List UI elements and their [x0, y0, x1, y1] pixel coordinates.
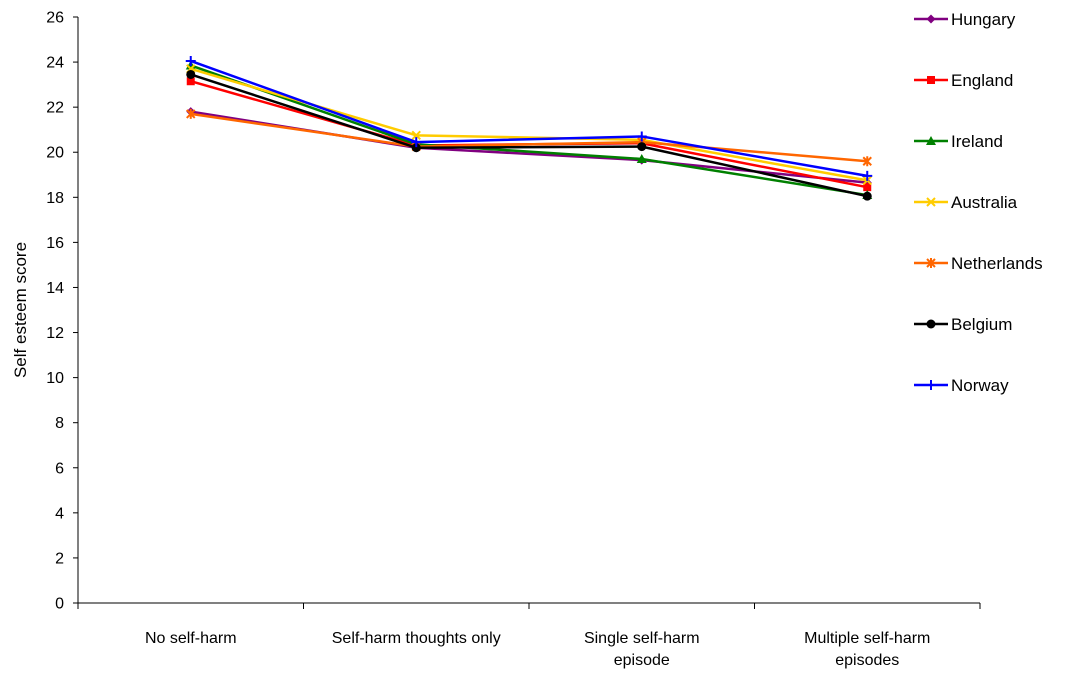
legend-label: Norway [951, 376, 1009, 395]
series-line-ireland [190, 64, 868, 197]
y-tick-label: 26 [46, 10, 64, 27]
data-point-norway [185, 55, 196, 66]
y-tick-label: 22 [46, 100, 64, 117]
y-tick-label: 4 [55, 505, 64, 522]
legend-item-hungary: Hungary [914, 10, 1016, 29]
data-point-norway [411, 137, 422, 148]
legend-item-belgium: Belgium [914, 315, 1012, 334]
data-point-norway [862, 170, 873, 181]
y-tick-label: 8 [55, 415, 64, 432]
legend-marker-ireland [926, 136, 936, 145]
data-point-ireland [636, 153, 647, 163]
x-tick-label: No self-harm [145, 630, 237, 647]
series-ireland [185, 60, 873, 200]
legend-item-norway: Norway [914, 376, 1009, 395]
series-line-australia [190, 67, 868, 182]
legend-marker-australia [926, 197, 936, 207]
legend-marker-norway [926, 380, 936, 390]
legend-label: England [951, 71, 1013, 90]
x-axis-ticks: No self-harm Self-harm thoughts only Singl… [77, 603, 981, 669]
series-line-netherlands [190, 112, 868, 163]
legend-marker-belgium [926, 319, 936, 329]
legend-label: Australia [951, 193, 1018, 212]
legend-item-england: England [914, 71, 1013, 90]
y-tick-label: 6 [55, 460, 64, 477]
data-point-belgium [411, 143, 421, 153]
y-tick-label: 18 [46, 190, 64, 207]
y-tick-label: 0 [55, 596, 64, 613]
legend-label: Netherlands [951, 254, 1043, 273]
legend-item-ireland: Ireland [914, 132, 1003, 151]
data-point-belgium [862, 191, 872, 201]
data-point-england [863, 183, 872, 192]
legend-marker-hungary [926, 14, 936, 24]
series-line-belgium [190, 73, 868, 198]
x-tick-label: Self-harm thoughts only [332, 630, 501, 647]
legend: Hungary England Ireland Australia Netherland… [914, 10, 1043, 395]
data-point-australia [411, 130, 421, 141]
legend-label: Hungary [951, 10, 1016, 29]
y-tick-label: 16 [46, 235, 64, 252]
y-tick-label: 14 [46, 280, 64, 297]
x-tick-label: Single self-harm episode [584, 630, 700, 669]
data-point-netherlands [186, 108, 196, 119]
y-tick-label: 2 [55, 550, 64, 567]
series-belgium [186, 69, 872, 201]
legend-label: Ireland [951, 132, 1003, 151]
data-point-netherlands [862, 156, 872, 167]
x-tick-label: Multiple self-harm episodes [804, 630, 930, 669]
data-point-norway [636, 131, 647, 142]
y-tick-label: 12 [46, 325, 64, 342]
legend-marker-england [927, 76, 935, 84]
data-point-belgium [186, 69, 196, 79]
y-tick-label: 24 [46, 55, 64, 72]
series-norway [185, 55, 873, 181]
series-lines [185, 55, 873, 201]
series-australia [186, 64, 872, 186]
y-tick-label: 10 [46, 370, 64, 387]
data-point-belgium [637, 142, 647, 152]
series-line-norway [190, 59, 868, 178]
legend-label: Belgium [951, 315, 1012, 334]
data-point-england [186, 77, 195, 86]
legend-item-netherlands: Netherlands [914, 254, 1043, 273]
y-tick-label: 20 [46, 145, 64, 162]
legend-marker-netherlands [926, 258, 936, 268]
y-axis-title: Self esteem score [11, 242, 30, 378]
legend-item-australia: Australia [914, 193, 1018, 212]
